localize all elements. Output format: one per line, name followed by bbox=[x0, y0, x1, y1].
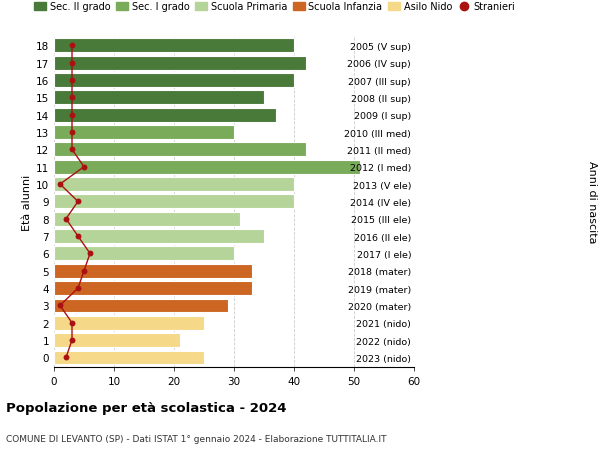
Point bbox=[67, 112, 77, 119]
Point bbox=[85, 250, 95, 257]
Point bbox=[55, 302, 65, 309]
Bar bbox=[54, 351, 204, 364]
Y-axis label: Età alunni: Età alunni bbox=[22, 174, 32, 230]
Point bbox=[67, 77, 77, 84]
Bar bbox=[54, 195, 294, 209]
Bar bbox=[54, 230, 264, 243]
Text: COMUNE DI LEVANTO (SP) - Dati ISTAT 1° gennaio 2024 - Elaborazione TUTTITALIA.IT: COMUNE DI LEVANTO (SP) - Dati ISTAT 1° g… bbox=[6, 434, 386, 443]
Point bbox=[79, 268, 89, 275]
Point bbox=[67, 95, 77, 102]
Bar bbox=[54, 213, 240, 226]
Point bbox=[73, 285, 83, 292]
Point bbox=[67, 319, 77, 327]
Point bbox=[79, 164, 89, 171]
Bar bbox=[54, 333, 180, 347]
Point bbox=[67, 146, 77, 154]
Bar bbox=[54, 247, 234, 261]
Bar bbox=[54, 161, 360, 174]
Point bbox=[73, 198, 83, 206]
Point bbox=[73, 233, 83, 240]
Bar bbox=[54, 178, 294, 191]
Bar bbox=[54, 91, 264, 105]
Bar bbox=[54, 264, 252, 278]
Bar bbox=[54, 299, 228, 313]
Bar bbox=[54, 74, 294, 88]
Text: Anni di nascita: Anni di nascita bbox=[587, 161, 597, 243]
Bar bbox=[54, 281, 252, 296]
Point bbox=[61, 216, 71, 223]
Point bbox=[61, 354, 71, 361]
Bar bbox=[54, 316, 204, 330]
Point bbox=[67, 43, 77, 50]
Text: Popolazione per età scolastica - 2024: Popolazione per età scolastica - 2024 bbox=[6, 402, 287, 414]
Bar bbox=[54, 143, 306, 157]
Bar bbox=[54, 126, 234, 140]
Bar bbox=[54, 56, 306, 71]
Point bbox=[67, 337, 77, 344]
Point bbox=[67, 60, 77, 67]
Legend: Sec. II grado, Sec. I grado, Scuola Primaria, Scuola Infanzia, Asilo Nido, Stran: Sec. II grado, Sec. I grado, Scuola Prim… bbox=[30, 0, 519, 17]
Point bbox=[55, 181, 65, 188]
Point bbox=[67, 129, 77, 136]
Bar bbox=[54, 108, 276, 123]
Bar bbox=[54, 39, 294, 53]
